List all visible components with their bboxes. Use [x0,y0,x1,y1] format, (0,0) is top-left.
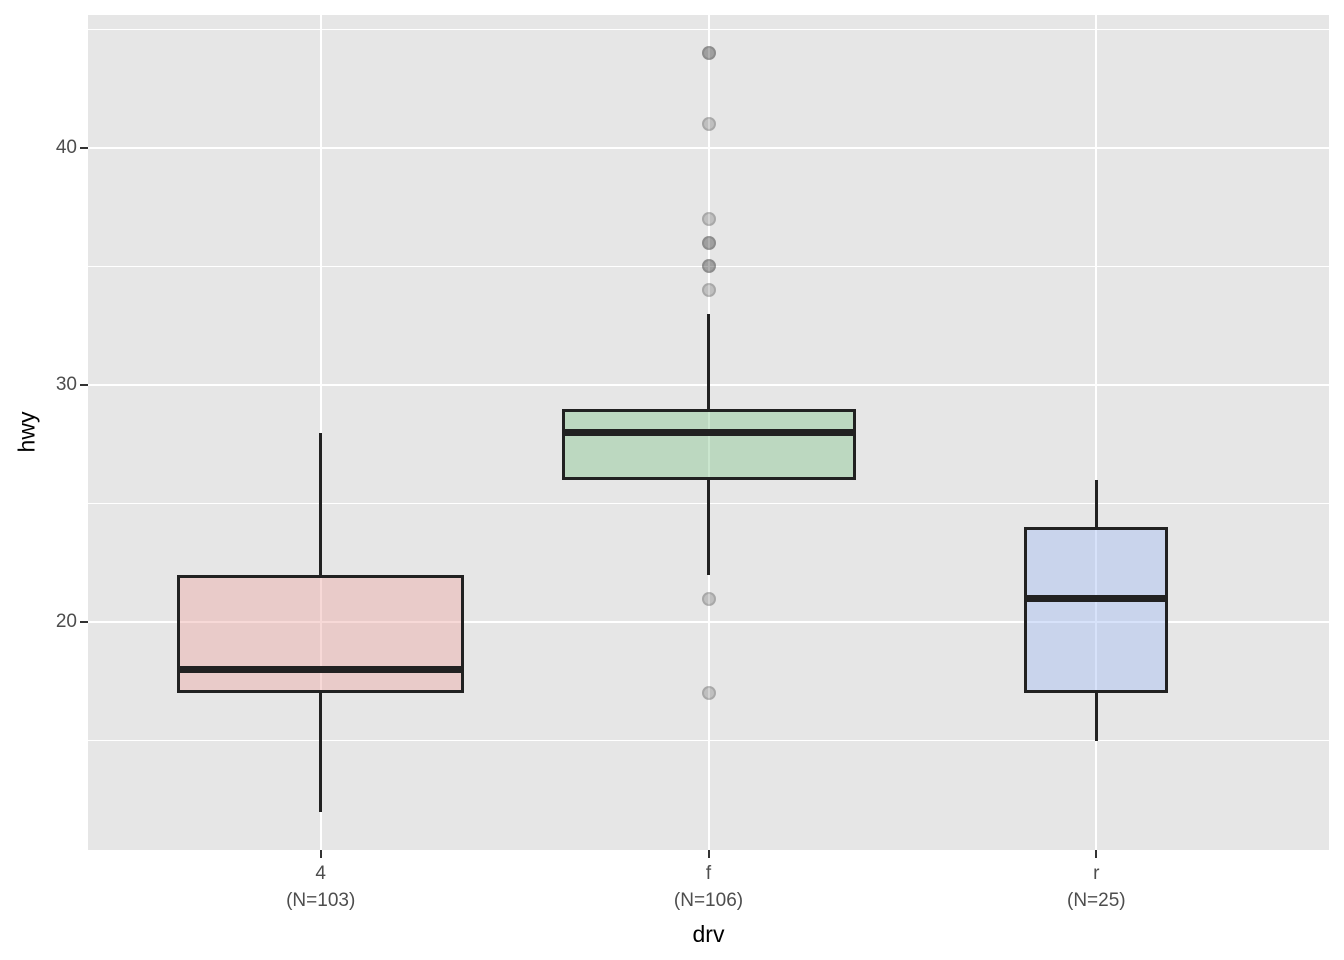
median-line-4 [177,666,465,674]
x-tick-label: f (N=106) [674,860,743,914]
outlier-point [701,235,716,250]
lower-whisker-r [1094,693,1098,741]
x-tick-category: r [1093,863,1100,884]
outlier-point [701,259,716,274]
outlier-point [701,591,716,606]
outlier-point [701,212,716,226]
x-axis-tick [1095,850,1098,858]
box-4 [177,574,465,694]
lower-whisker-4 [319,693,323,813]
x-tick-count: (N=106) [673,890,744,911]
y-axis-title: hwy [13,411,40,453]
median-line-r [1024,595,1169,603]
outlier-point [701,117,716,132]
box-f [561,408,856,480]
median-line-f [561,429,856,436]
x-tick-count: (N=25) [1067,890,1126,911]
gridline-major-vertical [1095,15,1098,850]
outlier-point [701,45,716,60]
upper-whisker-f [707,313,710,409]
upper-whisker-r [1094,479,1098,528]
y-axis-tick [80,621,88,624]
box-r [1024,527,1169,694]
x-axis-title: drv [692,921,725,947]
y-axis-tick [80,384,88,387]
y-axis-tick [80,146,88,149]
plot-panel [88,15,1329,850]
x-axis-tick [707,850,710,858]
x-tick-label: 4 (N=103) [286,860,355,914]
outlier-point [701,283,716,298]
x-tick-category: 4 [315,863,326,884]
x-tick-count: (N=103) [286,890,356,911]
y-tick-label: 20 [55,611,77,633]
x-tick-category: f [705,863,712,884]
outlier-point [701,686,716,701]
upper-whisker-4 [319,432,323,575]
lower-whisker-f [707,479,710,575]
y-tick-label: 30 [55,374,77,396]
x-tick-label: r (N=25) [1067,860,1126,914]
x-axis-tick [319,850,322,858]
y-tick-label: 40 [55,136,77,158]
